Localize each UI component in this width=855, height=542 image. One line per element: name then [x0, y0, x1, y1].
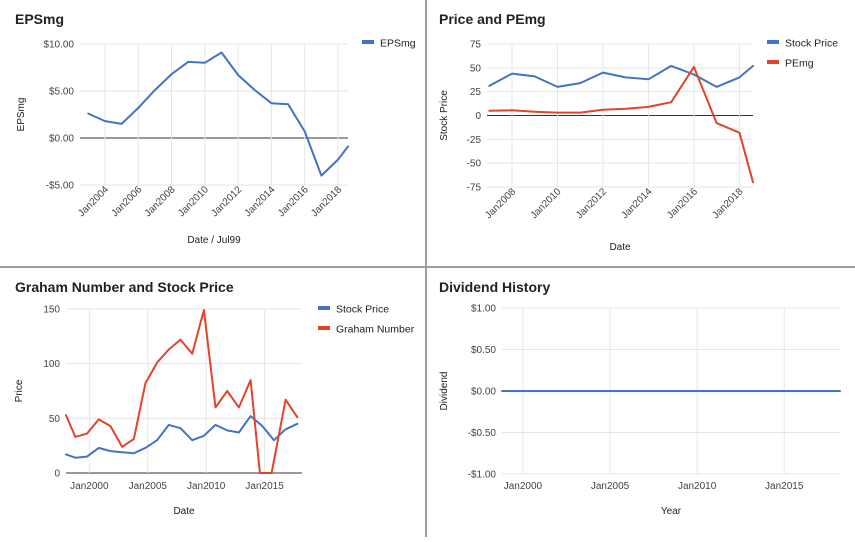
y-tick-label: 150 — [43, 305, 60, 316]
legend-swatch — [767, 40, 779, 44]
legend-label: Stock Price — [336, 304, 389, 316]
y-tick-label: -$1.00 — [468, 470, 497, 481]
y-tick-label: -$0.50 — [468, 428, 497, 439]
y-tick-label: $0.00 — [49, 134, 74, 145]
y-tick-label: $5.00 — [49, 87, 74, 98]
x-tick-label: Jan2004 — [76, 184, 111, 219]
y-tick-label: -25 — [467, 135, 482, 146]
series-line-stock-price — [65, 415, 299, 459]
y-tick-label: $0.00 — [471, 387, 496, 398]
x-tick-label: Jan2008 — [143, 184, 178, 219]
x-tick-label: Jan2012 — [574, 186, 609, 221]
chart-title: Dividend History — [439, 279, 550, 295]
x-tick-label: Jan2012 — [209, 184, 244, 219]
x-tick-label: Jan2015 — [765, 481, 804, 492]
x-axis-label: Date — [609, 242, 631, 253]
graham-chart: Graham Number and Stock Price 0 50 100 150 Ja… — [14, 279, 415, 517]
y-tick-label: 25 — [470, 87, 482, 98]
legend-swatch — [362, 40, 374, 44]
x-tick-label: Jan2014 — [620, 186, 655, 221]
x-tick-label: Jan2010 — [176, 184, 211, 219]
y-axis-label: Price — [14, 379, 25, 402]
y-tick-label: 0 — [475, 111, 481, 122]
price-pe-chart: Price and PEmg -75 -50 -25 0 25 50 75 Jan2008 Jan… — [439, 11, 838, 253]
y-tick-label: -75 — [467, 183, 482, 194]
x-tick-label: Jan2016 — [276, 184, 311, 219]
x-axis-label: Year — [661, 506, 682, 517]
legend-swatch — [318, 306, 330, 310]
x-tick-label: Jan2010 — [187, 481, 226, 492]
eps-chart: EPSmg-$5.00$0.00$5.00$10.00Jan2004Jan200… — [15, 11, 416, 246]
x-tick-label: Jan2018 — [309, 184, 344, 219]
series-line-epsmg — [87, 51, 349, 177]
chart-title: Price and PEmg — [439, 11, 546, 27]
y-axis-label: Dividend — [439, 372, 450, 411]
y-tick-label: -50 — [467, 159, 482, 170]
legend-swatch — [767, 60, 779, 64]
y-tick-label: $10.00 — [43, 40, 74, 51]
chart-panel-eps: EPSmg -$5.00 $0.00 $5.00 $10.00 Jan2004 Jan200… — [0, 0, 425, 266]
chart-title: Graham Number and Stock Price — [15, 279, 234, 295]
legend-label: PEmg — [785, 58, 814, 70]
x-axis-label: Date — [173, 506, 195, 517]
chart-title: EPSmg — [15, 11, 64, 27]
series-line-pemg — [488, 65, 754, 184]
series-line-stock-price — [488, 64, 754, 88]
vertical-divider — [425, 0, 427, 537]
dividend-chart: Dividend History -$1.00 -$0.50 $0.00 $0.50 $1… — [439, 279, 841, 517]
horizontal-divider — [0, 266, 855, 268]
legend-label: Stock Price — [785, 38, 838, 50]
y-axis-label: EPSmg — [16, 98, 27, 132]
legend-label: Graham Number — [336, 324, 415, 336]
y-axis-label: Stock Price — [439, 90, 450, 141]
x-tick-label: Jan2010 — [529, 186, 564, 221]
y-tick-label: $1.00 — [471, 304, 496, 315]
legend-swatch — [318, 326, 330, 330]
x-axis-label: Date / Jul99 — [187, 235, 241, 246]
chart-panel-dividend: Dividend History -$1.00 -$0.50 $0.00 $0.50 $1… — [427, 268, 855, 537]
x-tick-label: Jan2000 — [70, 481, 109, 492]
y-tick-label: 50 — [470, 63, 482, 74]
x-tick-label: Jan2015 — [245, 481, 284, 492]
x-tick-label: Jan2005 — [591, 481, 630, 492]
y-tick-label: 75 — [470, 40, 482, 51]
chart-panel-price-pe: Price and PEmg -75 -50 -25 0 25 50 75 Jan2008 Jan… — [427, 0, 855, 266]
y-tick-label: 50 — [49, 414, 61, 425]
series-line-graham-number — [65, 309, 299, 474]
x-tick-label: Jan2016 — [665, 186, 700, 221]
legend-label: EPSmg — [380, 38, 416, 50]
x-tick-label: Jan2010 — [678, 481, 717, 492]
y-tick-label: $0.50 — [471, 345, 496, 356]
y-tick-label: 100 — [43, 359, 60, 370]
x-tick-label: Jan2006 — [109, 184, 144, 219]
x-tick-label: Jan2005 — [129, 481, 168, 492]
x-tick-label: Jan2000 — [504, 481, 543, 492]
chart-panel-graham: Graham Number and Stock Price 0 50 100 150 Ja… — [0, 268, 425, 537]
x-tick-label: Jan2018 — [711, 186, 746, 221]
x-tick-label: Jan2014 — [243, 184, 278, 219]
y-tick-label: 0 — [54, 469, 60, 480]
x-tick-label: Jan2008 — [483, 186, 518, 221]
y-tick-label: -$5.00 — [46, 181, 75, 192]
